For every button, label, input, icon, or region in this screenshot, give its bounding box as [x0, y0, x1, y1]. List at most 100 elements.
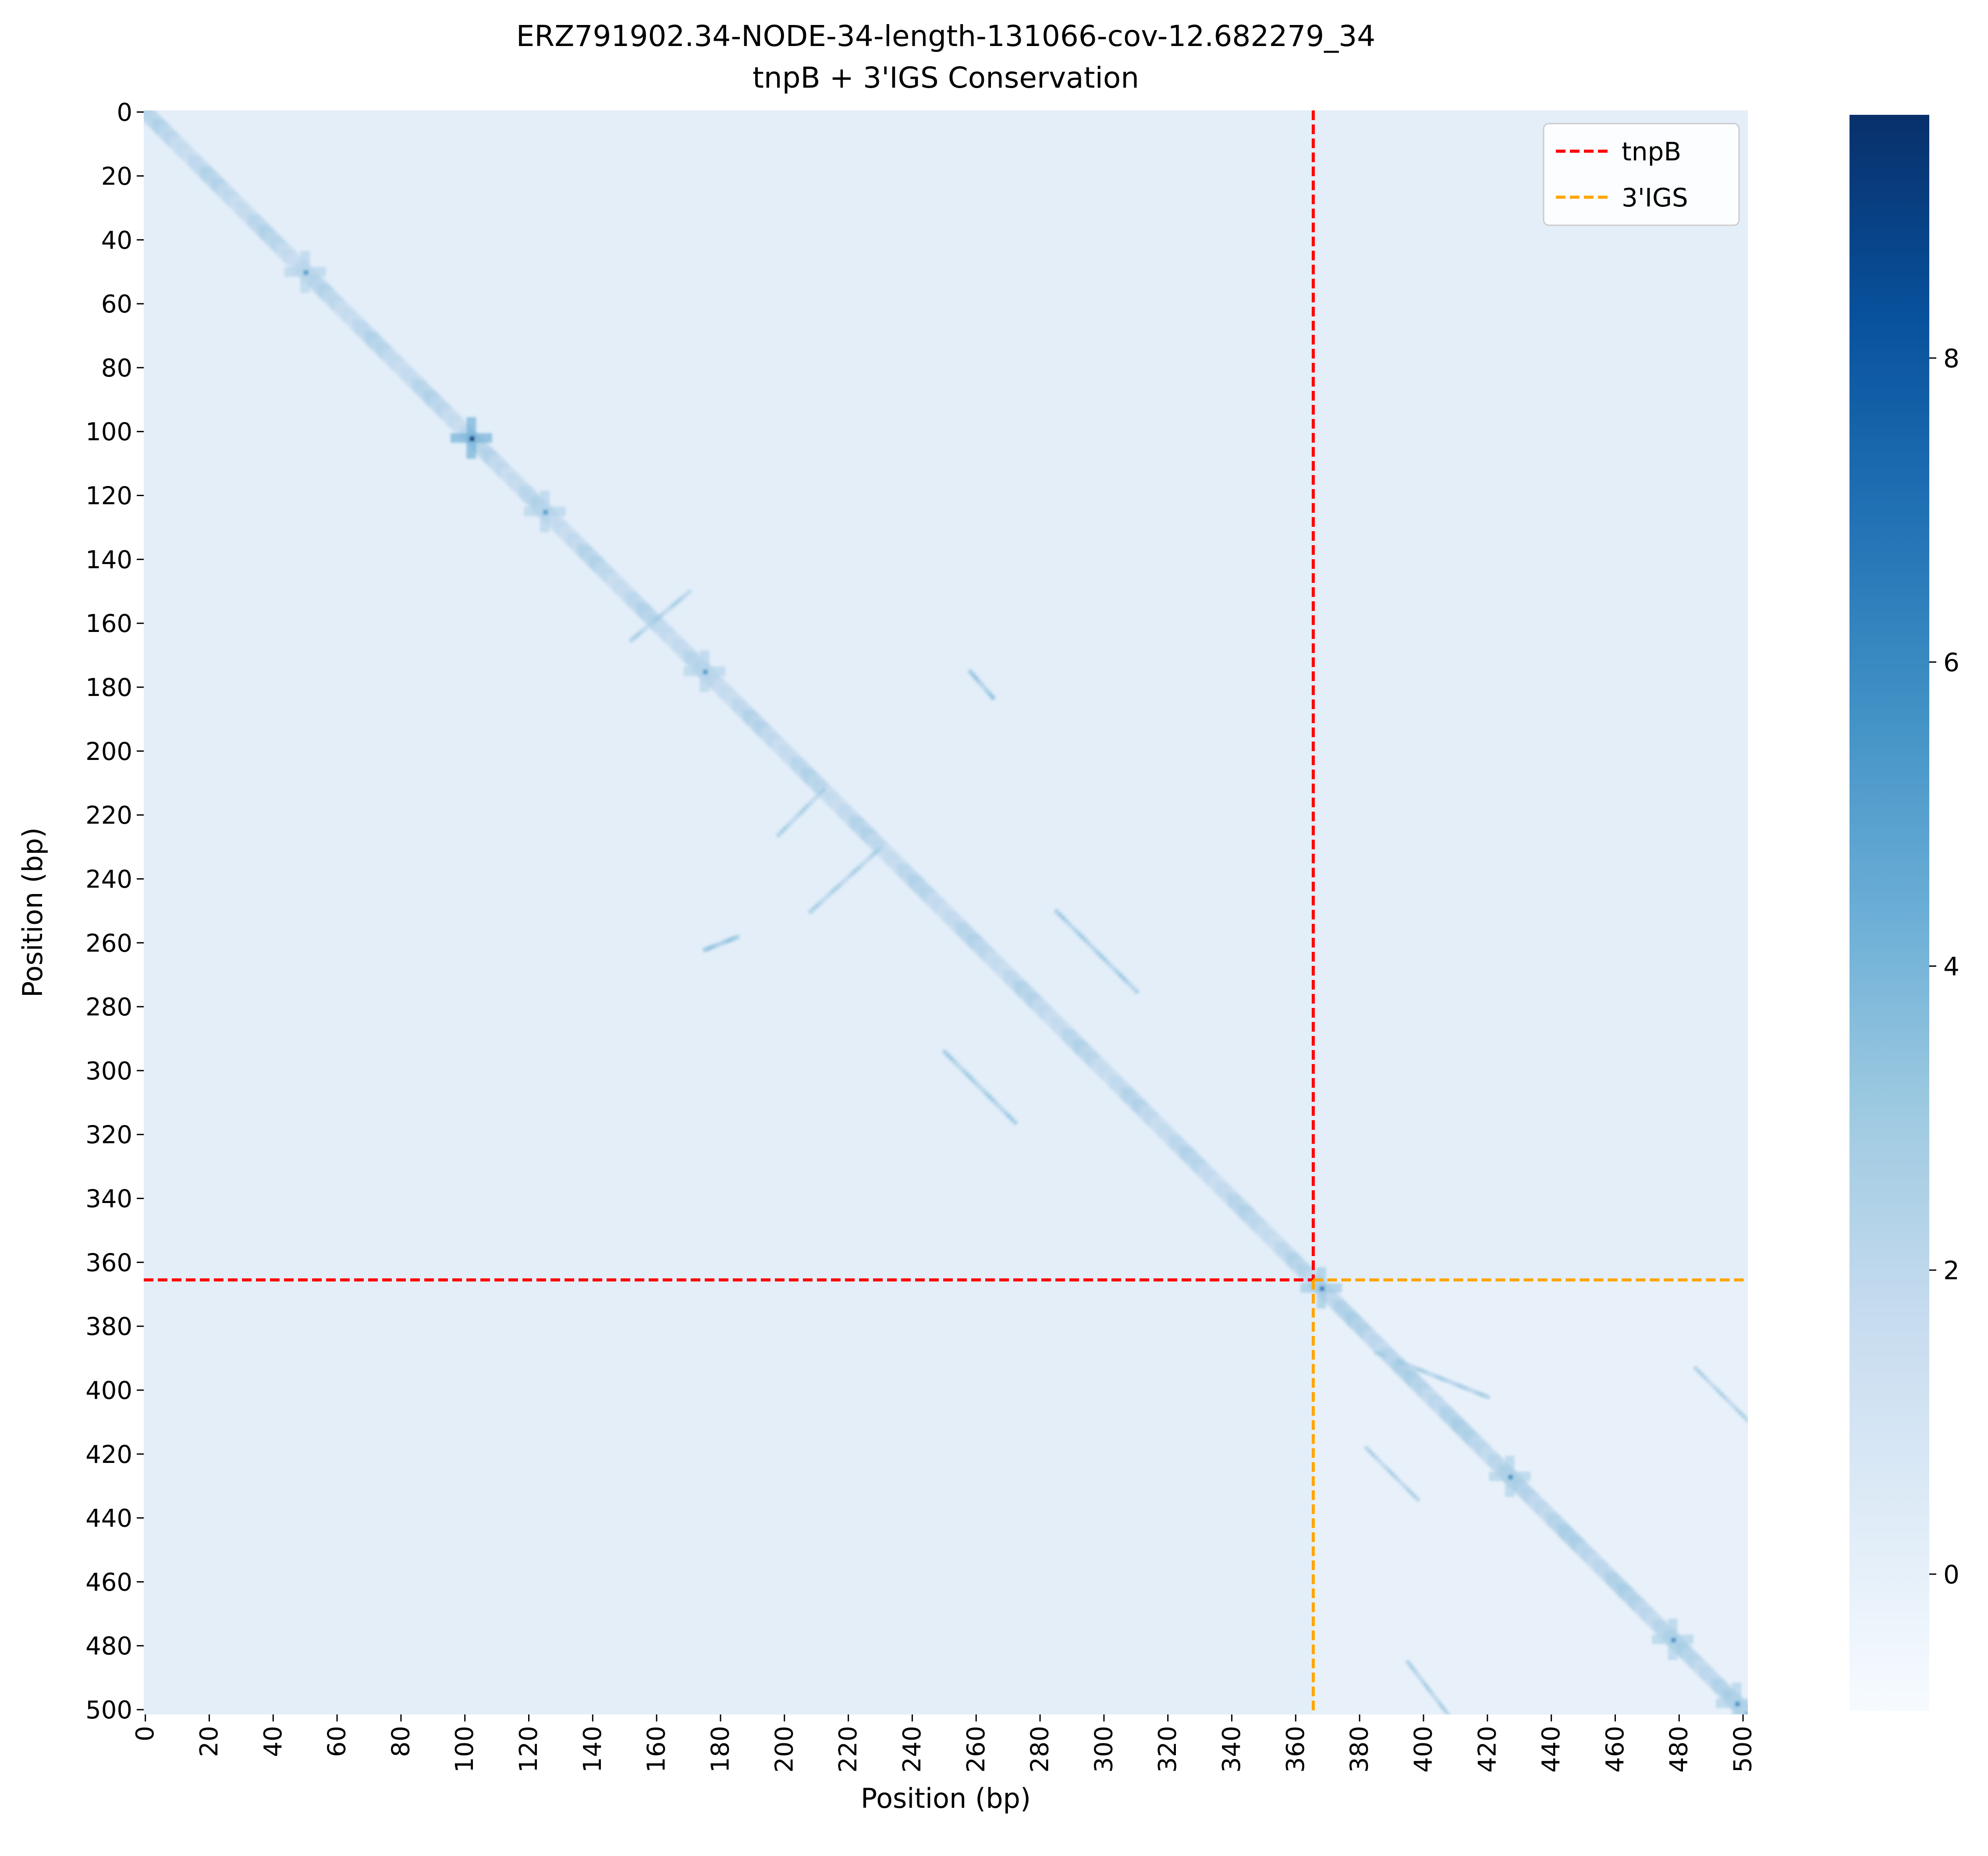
heatmap-cell-streak: [1131, 986, 1136, 990]
heatmap-cell-streak: [639, 629, 644, 634]
region-boundary-lines: [144, 110, 1748, 1714]
heatmap-cell-streak: [965, 1072, 969, 1077]
x-tick-label: 60: [323, 1726, 351, 1757]
heatmap-cell-streak: [1444, 1378, 1449, 1383]
heatmap-cell-streak: [1390, 1356, 1395, 1361]
heatmap-cell-streak: [1080, 935, 1085, 940]
heatmap-cell-streak: [1445, 1711, 1450, 1714]
heatmap-cell-streak: [706, 946, 711, 951]
heatmap-cell-streak: [1393, 1475, 1398, 1480]
heatmap-cell-streak: [1738, 1411, 1743, 1416]
heatmap-cell-streak: [1399, 1481, 1404, 1486]
heatmap-cell-streak: [843, 877, 848, 882]
y-tick-label: 60: [101, 290, 132, 319]
heatmap-cell-streak: [1434, 1374, 1439, 1379]
heatmap-cell-streak: [955, 1062, 960, 1067]
heatmap-cell-streak: [1438, 1376, 1442, 1380]
heatmap-cell-streak: [731, 936, 736, 941]
heatmap-cell-streak: [846, 874, 852, 879]
heatmap-cell-streak: [635, 632, 640, 637]
x-tick-label: 460: [1601, 1726, 1629, 1773]
heatmap-cell-streak: [786, 823, 791, 828]
heatmap-cell-streak: [703, 948, 708, 952]
heatmap-cell-streak: [1447, 1379, 1452, 1384]
heatmap-cell-streak: [1070, 925, 1075, 930]
heatmap-cell-streak: [1430, 1692, 1435, 1697]
heatmap-cell-streak: [1093, 948, 1097, 952]
heatmap-cell-streak: [968, 669, 973, 674]
heatmap-cell-streak: [802, 807, 807, 812]
y-tick-label: 400: [85, 1377, 132, 1405]
heatmap-cell-streak: [990, 695, 995, 700]
heatmap-cell-streak: [1428, 1372, 1433, 1377]
heatmap-cell-streak: [973, 676, 979, 681]
heatmap-cell-streak: [719, 941, 724, 946]
heatmap-cell-streak: [1383, 1465, 1388, 1470]
heatmap-cell-streak: [831, 889, 835, 894]
y-tick-label: 420: [85, 1441, 132, 1469]
heatmap-cell-streak: [1054, 909, 1059, 914]
y-tick-label: 340: [85, 1185, 132, 1214]
heatmap-cell-streak: [783, 826, 788, 831]
heatmap-cell-streak: [1409, 1490, 1414, 1495]
heatmap-cell-streak: [1000, 1107, 1005, 1112]
heatmap-cell-streak: [1416, 1673, 1420, 1678]
heatmap-cell-streak: [1412, 1494, 1417, 1499]
heatmap-cell-streak: [856, 866, 861, 870]
heatmap-cell-streak: [1425, 1686, 1430, 1690]
heatmap-cell-streak: [1482, 1394, 1487, 1398]
heatmap-cell-streak: [971, 673, 976, 678]
x-tick-label: 100: [451, 1726, 479, 1773]
heatmap-cell-streak: [1441, 1377, 1446, 1382]
heatmap-cell-streak: [1396, 1478, 1401, 1483]
x-tick-label: 400: [1409, 1726, 1438, 1773]
heatmap-cell-streak: [1105, 960, 1110, 965]
heatmap-cell-streak: [1083, 938, 1088, 943]
heatmap-cell-streak: [1374, 1350, 1379, 1355]
heatmap-cell-streak: [1383, 1354, 1388, 1359]
heatmap-cell-streak: [1460, 1384, 1465, 1389]
heatmap-cell-diagonal: [1744, 1711, 1748, 1714]
heatmap-cell-streak: [811, 906, 816, 911]
y-tick-label: 360: [85, 1249, 132, 1277]
colorbar-gradient: [1850, 115, 1929, 1711]
heatmap-cell-streak: [1390, 1471, 1395, 1476]
heatmap-cell-streak: [792, 816, 797, 821]
heatmap-cell-streak: [1402, 1362, 1407, 1366]
heatmap-cell-streak: [779, 829, 785, 834]
heatmap-cell-streak: [1476, 1391, 1481, 1396]
y-tick-label: 260: [85, 929, 132, 958]
heatmap-cell-streak: [1086, 941, 1091, 946]
heatmap-cell-streak: [712, 944, 717, 948]
y-tick-label: 300: [85, 1057, 132, 1086]
chart-subtitle: tnpB + 3'IGS Conservation: [753, 61, 1139, 95]
heatmap-cell-streak: [982, 685, 987, 690]
y-tick-label: 20: [101, 162, 132, 191]
heatmap-cell-streak: [1112, 966, 1117, 972]
heatmap-cell-streak: [974, 1082, 979, 1086]
heatmap-cell-streak: [1712, 1385, 1718, 1390]
heatmap-cell-streak: [1719, 1391, 1724, 1396]
heatmap-cell-streak: [1454, 1382, 1459, 1387]
heatmap-cell-streak: [1479, 1392, 1484, 1397]
x-tick-label: 240: [898, 1726, 927, 1773]
heatmap-cell-streak: [952, 1059, 957, 1064]
heatmap-cell-streak: [850, 871, 855, 876]
heatmap-cell-streak: [977, 1085, 983, 1089]
heatmap-cell-streak: [1744, 1417, 1748, 1422]
heatmap-cell-streak: [818, 791, 823, 796]
x-tick-label: 80: [387, 1726, 415, 1757]
heatmap-cell-streak: [824, 894, 829, 899]
legend-box: [1543, 123, 1740, 226]
heatmap-cell-streak: [1700, 1372, 1704, 1377]
heatmap-cell-streak: [863, 860, 867, 865]
heatmap-cell-hotspot: [543, 510, 548, 515]
heatmap-cell-streak: [984, 1091, 989, 1096]
x-tick-label: 40: [259, 1726, 288, 1757]
y-tick-label: 320: [85, 1121, 132, 1150]
heatmap-cell-streak: [1431, 1373, 1436, 1378]
heatmap-cell-streak: [1380, 1352, 1385, 1357]
heatmap-cell-streak: [1703, 1376, 1708, 1380]
x-axis-ticks: 0 20 40 60 80 100 120 140 160 180 200 220 240 260 280 3…: [131, 1714, 1757, 1773]
heatmap-cell-streak: [821, 898, 826, 902]
